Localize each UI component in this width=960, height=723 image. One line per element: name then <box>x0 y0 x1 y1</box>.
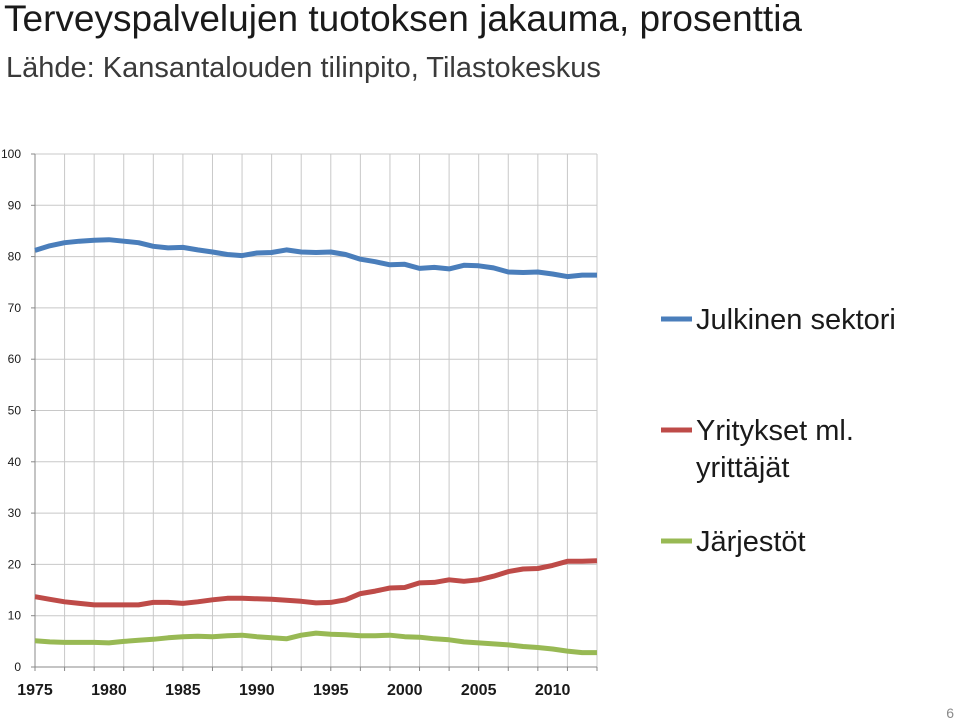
legend-label: Julkinen sektori <box>696 304 896 336</box>
y-tick-label: 10 <box>8 609 22 623</box>
gridlines <box>34 153 598 668</box>
y-tick-label: 40 <box>8 455 22 469</box>
y-tick-label: 80 <box>8 250 22 264</box>
x-tick-label: 1980 <box>91 682 127 699</box>
series-line-1 <box>34 237 597 280</box>
legend-label: Yritykset ml. yrittäjät <box>696 415 854 484</box>
y-tick-label: 20 <box>8 557 22 571</box>
x-tick-label: 2010 <box>535 682 571 699</box>
y-tick-label: 0 <box>14 660 21 674</box>
series-line-3 <box>34 630 597 656</box>
x-tick-label: 1995 <box>313 682 349 699</box>
chart-subtitle: Lähde: Kansantalouden tilinpito, Tilasto… <box>6 52 601 84</box>
y-tick-label: 90 <box>8 198 22 212</box>
y-tick-label: 30 <box>8 506 22 520</box>
x-tick-label: 1985 <box>165 682 201 699</box>
legend: Julkinen sektori Yritykset ml. yrittäjät Jä… <box>661 304 896 558</box>
y-tick-label: 70 <box>8 301 22 315</box>
y-tick-label: 60 <box>8 352 22 366</box>
y-tick-label: 50 <box>8 404 22 418</box>
x-tick-label: 1990 <box>239 682 275 699</box>
legend-label: Järjestöt <box>696 526 806 558</box>
x-tick-label: 1975 <box>17 682 53 699</box>
series-line-2 <box>34 558 598 608</box>
y-tick-label: 100 <box>1 147 21 161</box>
page-number: 6 <box>946 705 954 721</box>
x-tick-label: 2000 <box>387 682 423 699</box>
x-tick-label: 2005 <box>461 682 497 699</box>
series-lines <box>34 237 598 656</box>
axes: 0 10 20 30 40 50 60 70 80 90 100 1975 1980 1985 1990 19… <box>1 147 598 699</box>
chart-title: Terveyspalvelujen tuotoksen jakauma, pro… <box>4 0 803 39</box>
